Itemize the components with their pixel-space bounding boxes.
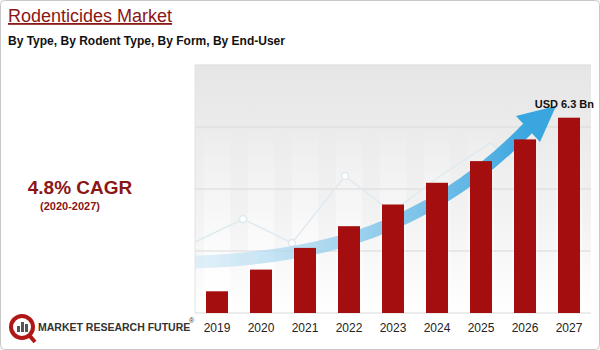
logo-bar (25, 324, 28, 332)
panel-stripe (468, 125, 494, 313)
x-tick-label: 2019 (204, 321, 231, 335)
decor-dot (342, 173, 349, 180)
subtitle: By Type, By Rodent Type, By Form, By End… (8, 34, 285, 48)
x-tick-label: 2022 (336, 321, 363, 335)
decor-arrow-head (516, 106, 556, 142)
decor-dot (240, 216, 247, 223)
y-axis-line (195, 65, 196, 313)
decor-dot (289, 240, 296, 247)
x-tick-label: 2021 (292, 321, 319, 335)
frame (1, 1, 600, 350)
plot-panel (195, 65, 591, 313)
logo-bar (21, 322, 24, 332)
bar (470, 161, 492, 313)
x-tick-label: 2026 (512, 321, 539, 335)
panel-stripe (336, 125, 362, 313)
title: Rodenticides Market (8, 6, 172, 26)
panel-stripe (204, 125, 230, 313)
bar (206, 291, 228, 313)
bar (426, 183, 448, 313)
cagr: 4.8% CAGR (28, 177, 133, 198)
chart-root: 2019 2020 2021 2022 2023 2024 2025 2026 2027 USD … (0, 0, 600, 350)
chart-svg: 2019 2020 2021 2022 2023 2024 2025 2026 2027 USD … (0, 0, 600, 350)
x-tick-label: 2023 (380, 321, 407, 335)
x-tick-label: 2027 (556, 321, 583, 335)
bar (382, 205, 404, 314)
panel-stripe (380, 125, 406, 313)
x-tick-label: 2020 (248, 321, 275, 335)
panel-stripe (248, 125, 274, 313)
panel-stripe (292, 125, 318, 313)
bar (514, 139, 536, 313)
cagr-period: (2020-2027) (40, 200, 100, 212)
source-mark: ® (189, 317, 195, 324)
logo-bar (17, 326, 20, 332)
source: MARKET RESEARCH FUTURE (38, 321, 190, 333)
grid-line (195, 65, 591, 66)
panel-stripe (512, 125, 538, 313)
annotation: USD 6.3 Bn (535, 98, 595, 110)
logo (11, 316, 35, 342)
bars (206, 118, 580, 313)
bar (294, 248, 316, 313)
bar (338, 226, 360, 313)
bar (558, 118, 580, 313)
logo-handle (29, 335, 35, 342)
bar (250, 270, 272, 313)
x-tick-label: 2024 (424, 321, 451, 335)
x-tick-label: 2025 (468, 321, 495, 335)
panel-stripe (424, 125, 450, 313)
